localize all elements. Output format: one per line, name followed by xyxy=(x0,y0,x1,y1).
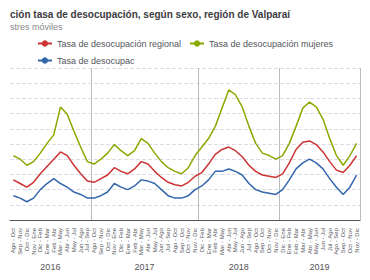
svg-text:Jun - Ago: Jun - Ago xyxy=(78,227,84,253)
svg-text:May - Jun: May - Jun xyxy=(313,228,319,254)
svg-text:May - Jul: May - Jul xyxy=(152,228,158,252)
svg-text:Mar - May: Mar - May xyxy=(138,228,144,255)
svg-text:Oct - Nov: Oct - Nov xyxy=(266,228,272,253)
svg-text:Dic - Feb: Dic - Feb xyxy=(199,227,205,252)
svg-text:Jun - Ago: Jun - Ago xyxy=(158,227,164,253)
svg-text:Sep - Oct: Sep - Oct xyxy=(259,228,265,254)
svg-text:Feb - Abr: Feb - Abr xyxy=(51,228,57,253)
svg-text:2018: 2018 xyxy=(229,262,249,272)
svg-text:Oct - Nov: Oct - Nov xyxy=(185,228,191,253)
svg-text:Feb - Abr: Feb - Abr xyxy=(132,228,138,253)
svg-text:Jul - Sep: Jul - Sep xyxy=(165,227,171,251)
svg-text:Sep - Nov: Sep - Nov xyxy=(98,228,104,255)
svg-text:Oct - Dic: Oct - Dic xyxy=(105,228,111,251)
svg-text:Dic - Feb: Dic - Feb xyxy=(118,227,124,252)
svg-text:Abr - Jun: Abr - Jun xyxy=(64,228,70,252)
svg-text:Mar - Abr: Mar - Abr xyxy=(300,228,306,253)
svg-text:Nov - Dic: Nov - Dic xyxy=(354,228,360,253)
svg-text:Tasa de desocupac: Tasa de desocupac xyxy=(57,56,135,66)
svg-text:Nov - Dic: Nov - Dic xyxy=(273,228,279,253)
svg-text:Jul - Ago: Jul - Ago xyxy=(327,227,333,251)
svg-text:Ago - Sep: Ago - Sep xyxy=(333,227,339,254)
svg-text:Ago - Oct: Ago - Oct xyxy=(10,228,16,254)
svg-text:Tasa de desocupación regional: Tasa de desocupación regional xyxy=(57,39,181,49)
svg-text:stres móviles: stres móviles xyxy=(10,22,63,32)
svg-text:Sep - Nov: Sep - Nov xyxy=(17,228,23,255)
svg-text:Jun - Jul: Jun - Jul xyxy=(320,228,326,251)
svg-text:Oct - Nov: Oct - Nov xyxy=(347,228,353,253)
svg-text:Ago - Oct: Ago - Oct xyxy=(172,228,178,254)
svg-text:Jul - Sep: Jul - Sep xyxy=(84,227,90,251)
svg-text:Mar - May: Mar - May xyxy=(57,228,63,255)
svg-text:2017: 2017 xyxy=(135,262,155,272)
svg-text:Oct - Dic: Oct - Dic xyxy=(24,228,30,251)
svg-text:May - Jul: May - Jul xyxy=(232,228,238,252)
svg-text:Feb - Abr: Feb - Abr xyxy=(212,228,218,253)
svg-text:Nov - Dic: Nov - Dic xyxy=(192,228,198,253)
svg-text:Ene - Mar: Ene - Mar xyxy=(44,228,50,254)
svg-text:Dic - Feb: Dic - Feb xyxy=(37,227,43,252)
svg-text:Ene - Feb: Ene - Feb xyxy=(286,227,292,254)
svg-text:Ago - Oct: Ago - Oct xyxy=(253,228,259,254)
svg-text:Nov - Ene: Nov - Ene xyxy=(111,227,117,254)
svg-text:Feb - Mar: Feb - Mar xyxy=(293,228,299,254)
svg-text:Mar - May: Mar - May xyxy=(219,228,225,255)
svg-text:ción tasa de desocupación, seg: ción tasa de desocupación, según sexo, r… xyxy=(10,9,291,20)
svg-text:Sep - Oct: Sep - Oct xyxy=(340,228,346,254)
svg-text:Nov - Ene: Nov - Ene xyxy=(31,227,37,254)
svg-text:2016: 2016 xyxy=(40,262,60,272)
svg-text:2019: 2019 xyxy=(310,262,330,272)
svg-text:Jul - Sep: Jul - Sep xyxy=(246,227,252,251)
svg-text:Jun - Ago: Jun - Ago xyxy=(239,227,245,253)
svg-text:Ene - Mar: Ene - Mar xyxy=(206,228,212,254)
svg-text:Ago - Oct: Ago - Oct xyxy=(91,228,97,254)
svg-text:Tasa de desocupación mujeres: Tasa de desocupación mujeres xyxy=(209,39,334,49)
svg-text:May - Jul: May - Jul xyxy=(71,228,77,252)
svg-text:Abr - Jun: Abr - Jun xyxy=(145,228,151,252)
svg-text:Ene - Mar: Ene - Mar xyxy=(125,228,131,254)
svg-text:Dic - Ene: Dic - Ene xyxy=(280,227,286,252)
svg-text:Abr - Jun: Abr - Jun xyxy=(226,228,232,252)
svg-text:Sep - Oct: Sep - Oct xyxy=(179,228,185,254)
svg-text:Abr - May: Abr - May xyxy=(307,228,313,254)
